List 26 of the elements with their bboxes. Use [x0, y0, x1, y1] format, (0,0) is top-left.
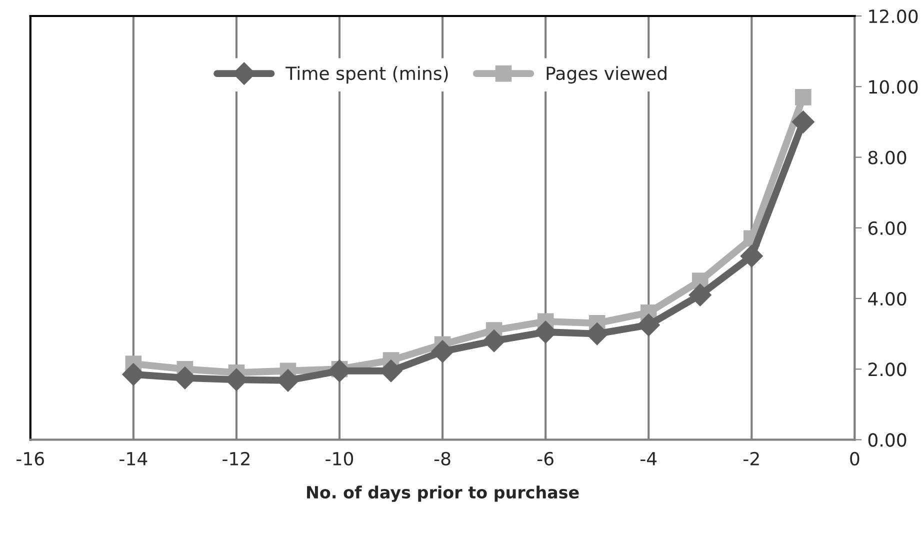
- point: [795, 89, 812, 106]
- x-tick-label: -10: [326, 452, 354, 466]
- x-tick-label: -6: [537, 452, 554, 466]
- y-tick-label: 6.00: [868, 221, 906, 235]
- x-tick-label: -2: [744, 452, 759, 466]
- x-tick-label: -12: [222, 452, 250, 466]
- x-tick-label: -16: [16, 452, 44, 466]
- y-tick-label: 10.00: [869, 80, 918, 94]
- point: [792, 110, 814, 134]
- legend-label: Pages viewed: [546, 66, 666, 84]
- y-tick-label: 0.00: [868, 433, 906, 447]
- x-tick-label: -4: [640, 452, 657, 466]
- x-tick-label: 0: [850, 452, 860, 466]
- x-tick-label: -8: [434, 452, 450, 466]
- y-tick-label: 8.00: [868, 150, 906, 164]
- y-tick-label: 4.00: [868, 292, 906, 306]
- y-tick-label: 12.00: [869, 9, 918, 24]
- point: [482, 330, 506, 352]
- x-axis-title: No. of days prior to purchase: [307, 486, 579, 502]
- point: [740, 244, 763, 268]
- x-tick-label: -14: [120, 452, 148, 466]
- point: [431, 340, 454, 363]
- y-tick-label: 2.00: [868, 362, 906, 376]
- legend-label: Time spent (mins): [286, 66, 448, 84]
- point: [637, 314, 660, 336]
- point: [688, 284, 712, 306]
